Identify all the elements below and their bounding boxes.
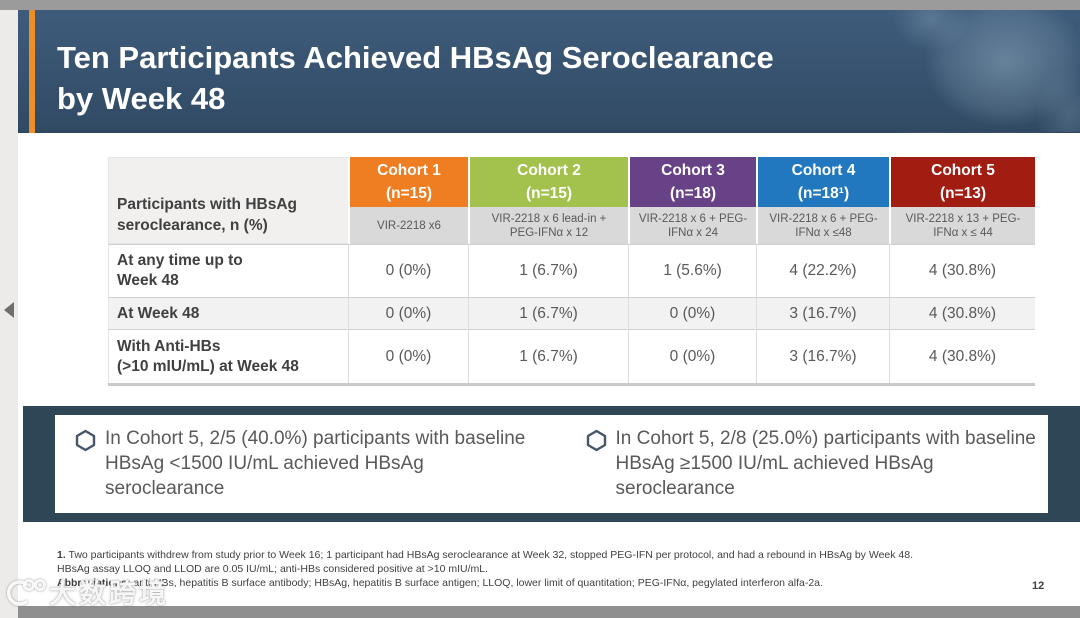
abbreviations-label: Abbreviations: [57,576,131,589]
cohort-1-header: Cohort 1 (n=15) [348,157,468,207]
cohort-1-n: (n=15) [385,185,433,202]
cell-week48-cohort2: 1 (6.7%) [468,297,628,329]
cohort-4-header: Cohort 4 (n=18¹) [756,157,889,207]
footnote-2-text: HBsAg assay LLOQ and LLOD are 0.05 IU/mL… [57,562,488,575]
page-number: 12 [1032,580,1045,592]
cohort-2-n: (n=15) [525,185,573,202]
callout-high-baseline: In Cohort 5, 2/8 (25.0%) participants wi… [552,415,1049,513]
cohort-2-header: Cohort 2 (n=15) [468,157,628,207]
footnote-2: HBsAg assay LLOQ and LLOD are 0.05 IU/mL… [57,563,1022,577]
cell-antihbs-cohort3: 0 (0%) [628,329,756,383]
row-label-week48: At Week 48 [108,297,348,329]
previous-slide-arrow-icon[interactable] [4,302,14,318]
hexagon-bullet-icon [586,429,606,452]
watermark: 大数跨境 [2,572,169,611]
cell-week48-cohort1: 0 (0%) [348,297,468,329]
cohort-2-regimen: VIR-2218 x 6 lead-in + PEG-IFNα x 12 [468,207,628,244]
cell-anytime-cohort2: 1 (6.7%) [468,244,628,297]
cohort-3-regimen: VIR-2218 x 6 + PEG-IFNα x 24 [628,207,756,244]
slide-header: Ten Participants Achieved HBsAg Seroclea… [18,10,1080,133]
footnotes: 1. Two participants withdrew from study … [57,549,1022,590]
cohort-4-name: Cohort 4 [791,162,856,179]
viewer-top-bar [0,0,1080,10]
cell-antihbs-cohort4: 3 (16.7%) [756,329,889,383]
cohort-3-n: (n=18) [669,185,717,202]
callout-high-baseline-text: In Cohort 5, 2/8 (25.0%) participants wi… [615,428,1036,499]
slide-title-line-2: by Week 48 [57,81,226,116]
table-corner-header: Participants with HBsAg seroclearance, n… [108,157,348,244]
row-label-anti-hbs: With Anti-HBs (>10 mIU/mL) at Week 48 [108,329,348,383]
seroclearance-results-table: Participants with HBsAg seroclearance, n… [108,157,1035,386]
callout-low-baseline: In Cohort 5, 2/5 (40.0%) participants wi… [55,415,552,513]
footnote-abbreviations: Abbreviations: anti-HBs, hepatitis B sur… [57,577,1022,591]
cell-week48-cohort4: 3 (16.7%) [756,297,889,329]
footnote-1: 1. Two participants withdrew from study … [57,549,1022,563]
cell-anytime-cohort5: 4 (30.8%) [889,244,1035,297]
cell-anytime-cohort1: 0 (0%) [348,244,468,297]
viewer-left-margin [0,10,18,618]
watermark-text: 大数跨境 [49,579,169,609]
callout-panel: In Cohort 5, 2/5 (40.0%) participants wi… [55,415,1048,513]
cell-week48-cohort5: 4 (30.8%) [889,297,1035,329]
cohort-1-name: Cohort 1 [377,162,441,179]
row-label-any-time: At any time up to Week 48 [108,244,348,297]
cohort-3-name: Cohort 3 [661,162,725,179]
slide-title-line-1: Ten Participants Achieved HBsAg Seroclea… [57,40,774,75]
hexagon-bullet-icon [75,429,96,452]
footnote-1-marker: 1. [57,549,66,561]
orange-accent-bar [29,10,35,133]
cohort-5-header: Cohort 5 (n=13) [889,157,1035,207]
cell-antihbs-cohort1: 0 (0%) [348,329,468,383]
cell-anytime-cohort4: 4 (22.2%) [756,244,889,297]
cell-anytime-cohort3: 1 (5.6%) [628,244,756,297]
cohort-5-name: Cohort 5 [931,162,995,179]
callout-low-baseline-text: In Cohort 5, 2/5 (40.0%) participants wi… [105,428,526,499]
footnote-1-text: Two participants withdrew from study pri… [65,549,914,561]
cell-antihbs-cohort5: 4 (30.8%) [889,329,1035,383]
cohort-1-regimen: VIR-2218 x6 [348,207,468,244]
abbreviations-text: anti-HBs, hepatitis B surface antibody; … [130,576,823,589]
slide-page: Ten Participants Achieved HBsAg Seroclea… [18,10,1080,618]
cell-week48-cohort3: 0 (0%) [628,297,756,329]
cell-antihbs-cohort2: 1 (6.7%) [468,329,628,383]
cohort-5-regimen: VIR-2218 x 13 + PEG-IFNα x ≤ 44 [889,207,1035,244]
watermark-logo-icon [6,578,46,606]
cohort-4-regimen: VIR-2218 x 6 + PEG-IFNα x ≤48 [756,207,889,244]
cohort-2-name: Cohort 2 [517,162,581,179]
viewer-bottom-bar [18,606,1080,618]
slide-title: Ten Participants Achieved HBsAg Seroclea… [57,37,774,119]
callout-box: In Cohort 5, 2/5 (40.0%) participants wi… [23,406,1080,522]
cohort-5-n: (n=13) [939,185,987,202]
cohort-3-header: Cohort 3 (n=18) [628,157,756,207]
cohort-4-n: (n=18¹) [797,185,850,202]
